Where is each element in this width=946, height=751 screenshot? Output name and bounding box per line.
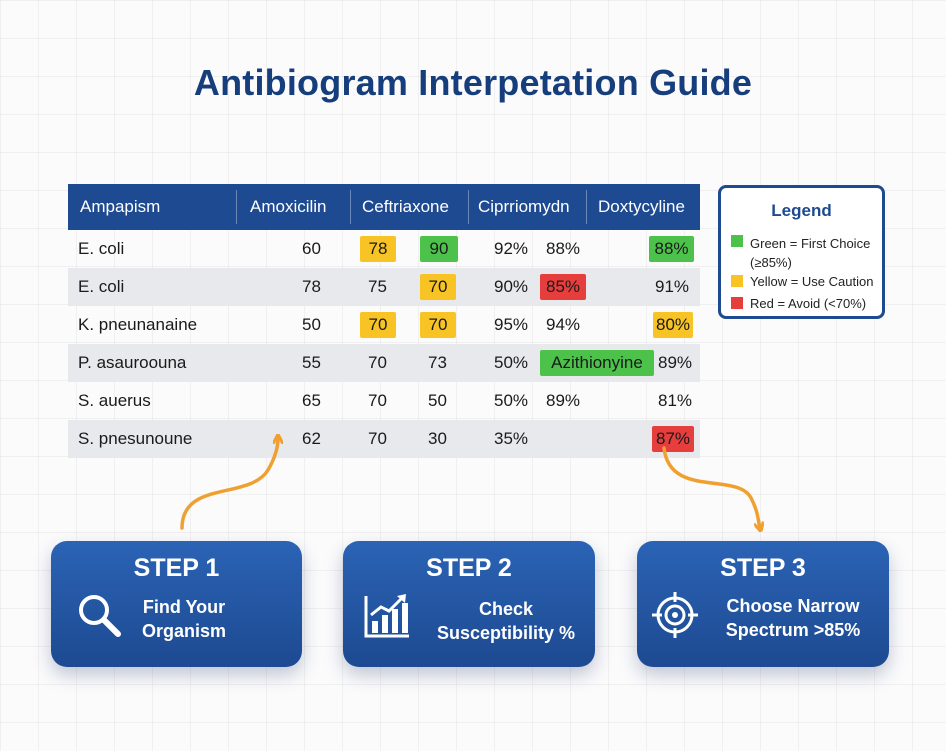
table-row: E. coli 60 78 90 92% 88% 88% — [68, 230, 700, 268]
column-header-3: Ceftriaxone — [362, 197, 449, 216]
step-line-1: Check — [478, 599, 534, 619]
table-cell: 91% — [655, 277, 690, 296]
table-cell: 70 — [368, 353, 387, 372]
column-header-1: Ampapism — [80, 197, 161, 216]
step-line-1: Find Your — [142, 597, 226, 617]
red-swatch — [731, 297, 743, 309]
header-divider — [350, 190, 351, 224]
step-title: STEP 2 — [426, 554, 512, 582]
column-header-4: Ciprriomydn — [478, 197, 570, 216]
table-cell: 65 — [302, 391, 321, 410]
table-cell: 75 — [368, 277, 387, 296]
step-description: Find Your Organism — [129, 595, 239, 643]
table-cell: 89% — [546, 391, 581, 410]
table-cell: 70 — [368, 429, 387, 448]
step-description: Choose Narrow Spectrum >85% — [707, 594, 879, 642]
page-title: Antibiogram Interpetation Guide — [193, 62, 753, 103]
table-cell: 62 — [302, 429, 321, 448]
green-swatch — [731, 235, 743, 247]
legend-label: Green = First Choice (≥85%) — [750, 236, 871, 270]
table-row: S. pnesunoune 62 70 30 35% 87% — [68, 420, 700, 458]
table-cell: 88% — [546, 239, 581, 258]
header-divider — [586, 190, 587, 224]
step-line-2: Susceptibility % — [436, 623, 576, 643]
table-row: P. asauroouna 55 70 73 50% Azithionyine … — [68, 344, 700, 382]
table-cell-red: 85% — [540, 274, 586, 300]
table-cell-yellow: 70 — [420, 274, 456, 300]
table-cell: 95% — [494, 315, 529, 334]
legend-label: Yellow = Use Caution — [750, 274, 874, 289]
table-cell-yellow: 78 — [360, 236, 396, 262]
header-divider — [236, 190, 237, 224]
step-1-card: STEP 1 Find Your Organism — [51, 541, 302, 667]
table-row: K. pneunanaine 50 70 70 95% 94% 80% — [68, 306, 700, 344]
table-cell: 78 — [302, 277, 321, 296]
step-title: STEP 1 — [133, 554, 220, 582]
legend-item-green: Green = First Choice (≥85%) — [731, 234, 878, 272]
step-description: Check Susceptibility % — [421, 597, 591, 645]
table-cell: 50% — [494, 353, 529, 372]
legend-label: Red = Avoid (<70%) — [750, 296, 867, 311]
table-cell-red: 87% — [652, 426, 694, 452]
legend-item-red: Red = Avoid (<70%) — [731, 296, 866, 311]
table-cell-yellow: 80% — [653, 312, 693, 338]
legend-title: Legend — [771, 201, 832, 220]
organism-name: S. auerus — [78, 391, 151, 410]
organism-name: E. coli — [78, 277, 125, 296]
table-cell: 35% — [494, 429, 529, 448]
step-2-card: STEP 2 Check Susceptibility % — [343, 541, 595, 667]
magnifier-icon — [79, 595, 121, 637]
table-cell: 55 — [302, 353, 321, 372]
organism-name: S. pnesunoune — [78, 429, 193, 448]
target-icon — [652, 592, 698, 638]
step-title: STEP 3 — [720, 554, 806, 582]
table-row: S. auerus 65 70 50 50% 89% 81% — [68, 382, 700, 420]
table-cell: 89% — [658, 353, 693, 372]
table-row: E. coli 78 75 70 90% 85% 91% — [68, 268, 700, 306]
organism-name: K. pneunanaine — [78, 315, 198, 334]
table-cell: 73 — [428, 353, 447, 372]
table-cell-yellow: 70 — [420, 312, 456, 338]
table-cell: 60 — [302, 239, 321, 258]
table-cell-green: 88% — [649, 236, 694, 262]
table-cell-green: 90 — [420, 236, 458, 262]
table-cell-green: Azithionyine — [540, 350, 654, 376]
table-cell: 81% — [658, 391, 693, 410]
table-cell: 50 — [302, 315, 321, 334]
legend-box: Legend Green = First Choice (≥85%) Yello… — [718, 185, 885, 319]
step-line-2: Spectrum >85% — [725, 620, 861, 640]
legend-item-yellow: Yellow = Use Caution — [731, 274, 873, 289]
table-cell: 30 — [428, 429, 447, 448]
organism-name: E. coli — [78, 239, 125, 258]
arrow-step3 — [662, 446, 760, 528]
column-header-5: Doxtycyline — [598, 197, 685, 216]
table-header: Ampapism Amoxicilin Ceftriaxone Ciprriom… — [68, 184, 700, 230]
table-cell: 70 — [368, 391, 387, 410]
header-divider — [468, 190, 469, 224]
table-cell: 50 — [428, 391, 447, 410]
table-cell: 94% — [546, 315, 581, 334]
antibiogram-table: Ampapism Amoxicilin Ceftriaxone Ciprriom… — [68, 184, 700, 458]
step-3-card: STEP 3 Choose Narrow Spectrum >85% — [637, 541, 889, 667]
table-cell-yellow: 70 — [360, 312, 396, 338]
yellow-swatch — [731, 275, 743, 287]
organism-name: P. asauroouna — [78, 353, 187, 372]
table-cell: 90% — [494, 277, 529, 296]
column-header-2: Amoxicilin — [250, 197, 327, 216]
bar-chart-growth-icon — [364, 594, 409, 638]
step-line-2: Organism — [141, 621, 227, 641]
table-cell: 92% — [494, 239, 529, 258]
table-cell: 50% — [494, 391, 529, 410]
step-line-1: Choose Narrow — [726, 596, 860, 616]
